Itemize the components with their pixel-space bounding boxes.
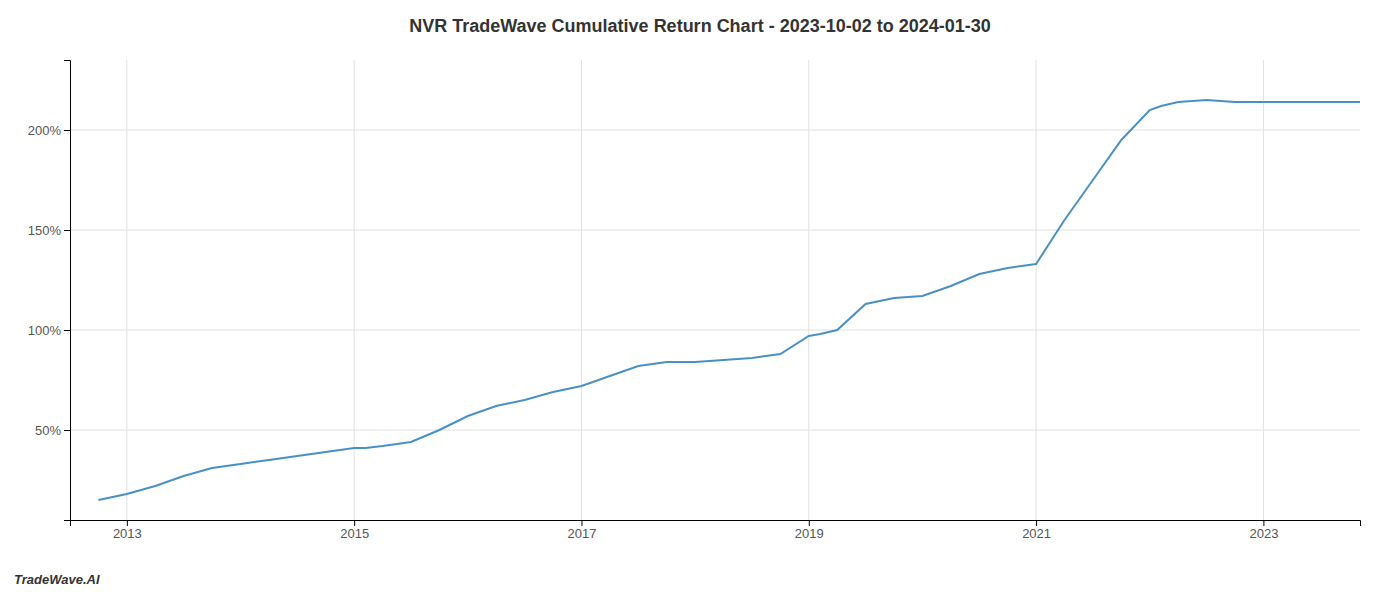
x-tick-mark <box>1263 520 1264 526</box>
y-tick-mark <box>64 230 70 231</box>
plot-area: 2013 2015 2017 2019 2021 2023 50% 100% 150% 200% <box>28 60 1361 541</box>
grid-line-y <box>70 230 1360 231</box>
y-axis: 50% 100% 150% 200% <box>28 61 71 521</box>
grid-line-x <box>1263 60 1264 520</box>
y-tick-label: 100% <box>28 323 62 338</box>
x-tick-mark <box>809 520 810 526</box>
grid-line-x <box>581 60 582 520</box>
x-tick: 2023 <box>1249 520 1278 541</box>
y-tick: 150% <box>28 223 70 238</box>
grid-line-y <box>70 430 1360 431</box>
x-tick-mark <box>127 520 128 526</box>
y-tick: 200% <box>28 123 70 138</box>
x-tick: 2017 <box>567 520 596 541</box>
line <box>98 100 1360 500</box>
x-tick-mark <box>354 520 355 526</box>
x-axis-line <box>71 521 1361 527</box>
x-axis: 2013 2015 2017 2019 2021 2023 <box>71 520 1361 541</box>
chart: 2013 2015 2017 2019 2021 2023 50% 100% 150% 200% N… <box>0 0 1400 600</box>
y-axis-line <box>64 61 71 521</box>
x-tick-label: 2013 <box>113 526 142 541</box>
x-tick: 2021 <box>1022 520 1051 541</box>
y-tick: 50% <box>35 423 70 438</box>
grid-line-x <box>1036 60 1037 520</box>
marks <box>98 100 1360 500</box>
grid-line-x <box>126 60 127 520</box>
grid-line-y <box>70 330 1360 331</box>
grid-line-x <box>808 60 809 520</box>
x-tick: 2019 <box>795 520 824 541</box>
x-tick-label: 2017 <box>567 526 596 541</box>
y-tick-label: 150% <box>28 223 62 238</box>
grid <box>70 60 1360 520</box>
title: NVR TradeWave Cumulative Return Chart - … <box>409 16 991 36</box>
x-tick-label: 2021 <box>1022 526 1051 541</box>
y-tick-mark <box>64 130 70 131</box>
annotation: TradeWave.AI <box>14 572 100 587</box>
x-tick-mark <box>1036 520 1037 526</box>
y-tick: 100% <box>28 323 70 338</box>
x-tick-label: 2015 <box>340 526 369 541</box>
x-tick-label: 2019 <box>795 526 824 541</box>
x-tick-mark <box>581 520 582 526</box>
y-tick-mark <box>64 430 70 431</box>
x-tick-label: 2023 <box>1249 526 1278 541</box>
grid-line-x <box>354 60 355 520</box>
y-tick-mark <box>64 330 70 331</box>
y-tick-label: 200% <box>28 123 62 138</box>
y-tick-label: 50% <box>35 423 61 438</box>
x-tick: 2013 <box>113 520 142 541</box>
grid-line-y <box>70 130 1360 131</box>
x-tick: 2015 <box>340 520 369 541</box>
